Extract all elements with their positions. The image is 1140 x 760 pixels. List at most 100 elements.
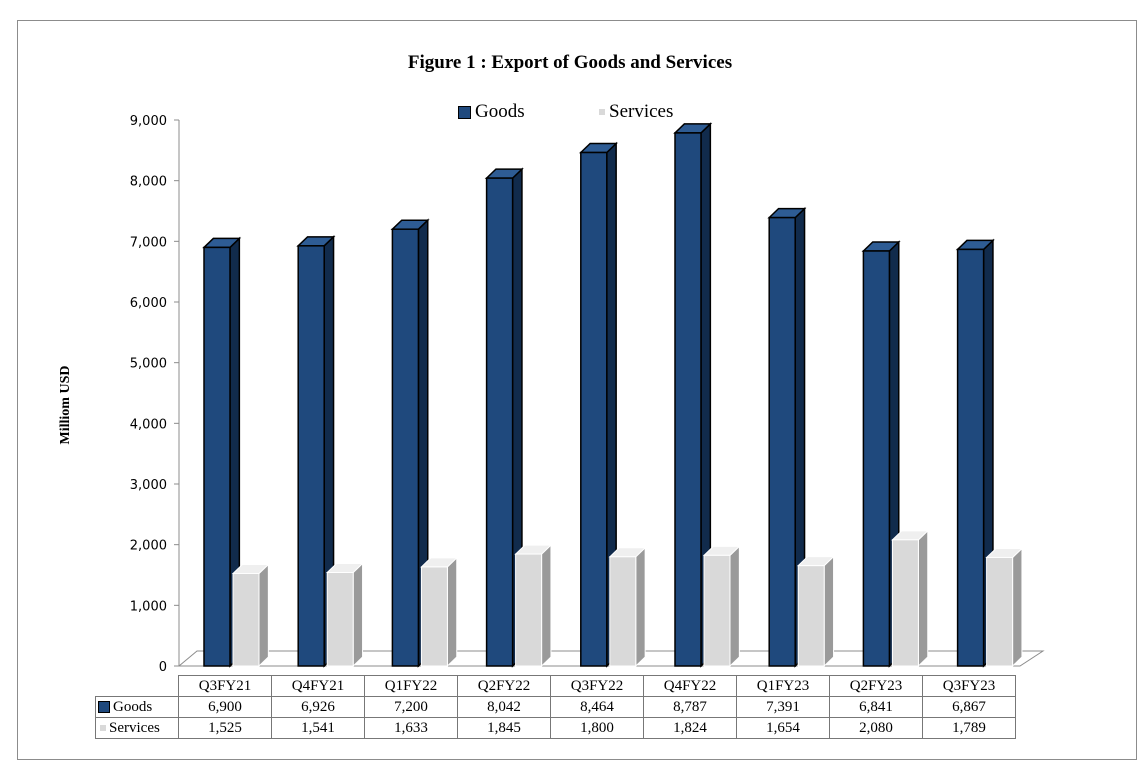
table-swatch-goods bbox=[98, 701, 110, 714]
table-category-q2fy22: Q2FY22 bbox=[457, 675, 551, 697]
y-tick-label: 8,000 bbox=[130, 175, 167, 190]
bar-goods-q3fy23 bbox=[955, 238, 995, 668]
bar-services-q1fy23 bbox=[796, 555, 835, 668]
legend-item-services: Services bbox=[599, 101, 673, 123]
table-swatch-services bbox=[100, 725, 106, 732]
bar-goods-q3fy21 bbox=[202, 236, 242, 668]
table-rowhead-services: Services bbox=[95, 717, 179, 739]
legend-item-goods: Goods bbox=[458, 101, 525, 123]
bar-services-q3fy21 bbox=[231, 563, 270, 668]
table-cell-services-q2fy22: 1,845 bbox=[457, 717, 551, 739]
table-cell-services-q2fy23: 2,080 bbox=[829, 717, 923, 739]
legend-label-goods: Goods bbox=[475, 101, 525, 122]
bar-services-q3fy22 bbox=[608, 546, 647, 668]
table-cell-services-q4fy22: 1,824 bbox=[643, 717, 737, 739]
y-tick-label: 0 bbox=[159, 660, 167, 675]
bar-side bbox=[446, 556, 458, 668]
table-category-q3fy21: Q3FY21 bbox=[178, 675, 272, 697]
bar-front bbox=[297, 245, 325, 667]
table-category-q4fy21: Q4FY21 bbox=[271, 675, 365, 697]
y-tick-label: 1,000 bbox=[130, 599, 167, 614]
bar-services-q2fy23 bbox=[891, 529, 929, 668]
table-cell-services-q3fy21: 1,525 bbox=[178, 717, 272, 739]
y-tick-label: 6,000 bbox=[130, 296, 167, 311]
bar-services-q1fy22 bbox=[420, 556, 458, 668]
bar-front bbox=[703, 554, 731, 667]
table-cell-goods-q1fy23: 7,391 bbox=[736, 696, 830, 718]
bar-services-q4fy22 bbox=[702, 545, 741, 668]
table-cell-goods-q4fy22: 8,787 bbox=[643, 696, 737, 718]
table-rowhead-goods: Goods bbox=[95, 696, 179, 718]
table-cell-goods-q3fy21: 6,900 bbox=[178, 696, 272, 718]
bar-front bbox=[862, 250, 891, 667]
bar-goods-q4fy22 bbox=[673, 122, 713, 668]
legend-swatch-services bbox=[599, 109, 605, 115]
table-cell-goods-q2fy23: 6,841 bbox=[829, 696, 923, 718]
table-category-q1fy22: Q1FY22 bbox=[364, 675, 458, 697]
table-cell-services-q1fy22: 1,633 bbox=[364, 717, 458, 739]
bar-side bbox=[1012, 547, 1023, 668]
bar-front bbox=[986, 556, 1014, 667]
bar-front bbox=[580, 151, 608, 667]
bar-services-q2fy22 bbox=[514, 543, 553, 668]
chart-title: Figure 1 : Export of Goods and Services bbox=[407, 52, 733, 73]
table-cell-goods-q4fy21: 6,926 bbox=[271, 696, 365, 718]
table-header-row: Q3FY21 Q4FY21 Q1FY22 Q2FY22 Q3FY22 Q4FY22 Q1FY… bbox=[95, 675, 1016, 697]
table-rowhead-goods-label: Goods bbox=[113, 698, 153, 715]
y-tick-label: 4,000 bbox=[130, 417, 167, 432]
bar-services-q3fy23 bbox=[985, 547, 1024, 668]
bar-front bbox=[891, 539, 919, 667]
table-rowhead-services-label: Services bbox=[109, 719, 160, 736]
table-cell-services-q4fy21: 1,541 bbox=[271, 717, 365, 739]
bar-front bbox=[956, 248, 985, 667]
bar-side bbox=[635, 546, 646, 668]
legend-label-services: Services bbox=[609, 101, 674, 122]
table-category-q3fy22: Q3FY22 bbox=[550, 675, 644, 697]
bar-front bbox=[420, 566, 448, 667]
y-tick-label: 7,000 bbox=[130, 235, 167, 250]
table-category-q3fy23: Q3FY23 bbox=[922, 675, 1016, 697]
table-row-goods: Goods 6,900 6,926 7,200 8,042 8,464 8,787 7,39… bbox=[95, 696, 1016, 718]
table-cell-services-q3fy23: 1,789 bbox=[922, 717, 1016, 739]
y-tick-label: 5,000 bbox=[130, 357, 167, 372]
table-cell-services-q3fy22: 1,800 bbox=[550, 717, 644, 739]
table-category-q4fy22: Q4FY22 bbox=[643, 675, 737, 697]
bar-goods-q2fy22 bbox=[484, 167, 524, 668]
table-category-q1fy23: Q1FY23 bbox=[736, 675, 830, 697]
bar-front bbox=[391, 228, 420, 667]
bar-front bbox=[768, 216, 796, 667]
table-cell-goods-q3fy22: 8,464 bbox=[550, 696, 644, 718]
table-cell-goods-q1fy22: 7,200 bbox=[364, 696, 458, 718]
bar-goods-q3fy22 bbox=[578, 141, 619, 668]
table-cell-goods-q3fy23: 6,867 bbox=[922, 696, 1016, 718]
table-category-q2fy23: Q2FY23 bbox=[829, 675, 923, 697]
bar-side bbox=[917, 529, 929, 668]
bar-side bbox=[258, 563, 269, 668]
legend-swatch-goods bbox=[458, 105, 471, 119]
bar-front bbox=[674, 132, 702, 667]
bar-front bbox=[515, 553, 543, 667]
bar-goods-q1fy23 bbox=[767, 206, 807, 668]
bar-services-q4fy21 bbox=[325, 562, 364, 668]
bar-side bbox=[352, 562, 364, 668]
table-cell-goods-q2fy22: 8,042 bbox=[457, 696, 551, 718]
bar-front bbox=[485, 177, 514, 667]
bar-front bbox=[797, 565, 825, 667]
y-tick-label: 9,000 bbox=[130, 114, 167, 129]
table-corner bbox=[95, 675, 179, 697]
bar-side bbox=[823, 555, 835, 668]
chart-floor bbox=[177, 650, 1045, 667]
bar-front bbox=[203, 246, 231, 667]
data-table: Q3FY21 Q4FY21 Q1FY22 Q2FY22 Q3FY22 Q4FY22 Q1FY… bbox=[95, 675, 1016, 739]
table-row-services: Services 1,525 1,541 1,633 1,845 1,800 1,824 1… bbox=[95, 717, 1016, 739]
bar-front bbox=[326, 572, 354, 667]
table-cell-services-q1fy23: 1,654 bbox=[736, 717, 830, 739]
bar-goods-q4fy21 bbox=[296, 235, 336, 668]
bar-front bbox=[609, 556, 637, 667]
bar-goods-q1fy22 bbox=[390, 218, 430, 668]
bar-front bbox=[232, 572, 260, 667]
bar-side bbox=[729, 545, 740, 668]
y-tick-label: 2,000 bbox=[130, 539, 167, 554]
bar-side bbox=[541, 543, 552, 668]
